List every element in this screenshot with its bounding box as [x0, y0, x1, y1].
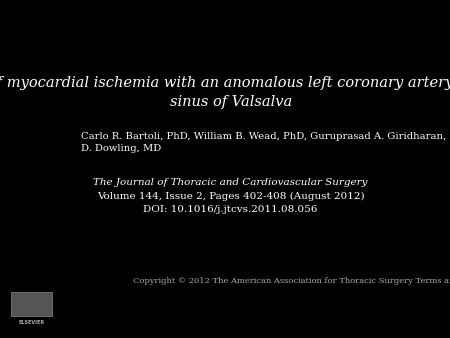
Text: The Journal of Thoracic and Cardiovascular Surgery: The Journal of Thoracic and Cardiovascul…	[94, 178, 368, 188]
Text: Carlo R. Bartoli, PhD, William B. Wead, PhD, Guruprasad A. Giridharan, PhD, Suma: Carlo R. Bartoli, PhD, William B. Wead, …	[81, 132, 450, 153]
Text: DOI: 10.1016/j.jtcvs.2011.08.056: DOI: 10.1016/j.jtcvs.2011.08.056	[144, 204, 318, 214]
Text: Volume 144, Issue 2, Pages 402-408 (August 2012): Volume 144, Issue 2, Pages 402-408 (Augu…	[97, 192, 365, 201]
FancyBboxPatch shape	[11, 292, 52, 316]
Text: ELSEVIER: ELSEVIER	[18, 320, 45, 324]
Text: Copyright © 2012 The American Association for Thoracic Surgery Terms and Conditi: Copyright © 2012 The American Associatio…	[133, 277, 450, 285]
Text: Mechanism of myocardial ischemia with an anomalous left coronary artery from the: Mechanism of myocardial ischemia with an…	[0, 76, 450, 109]
